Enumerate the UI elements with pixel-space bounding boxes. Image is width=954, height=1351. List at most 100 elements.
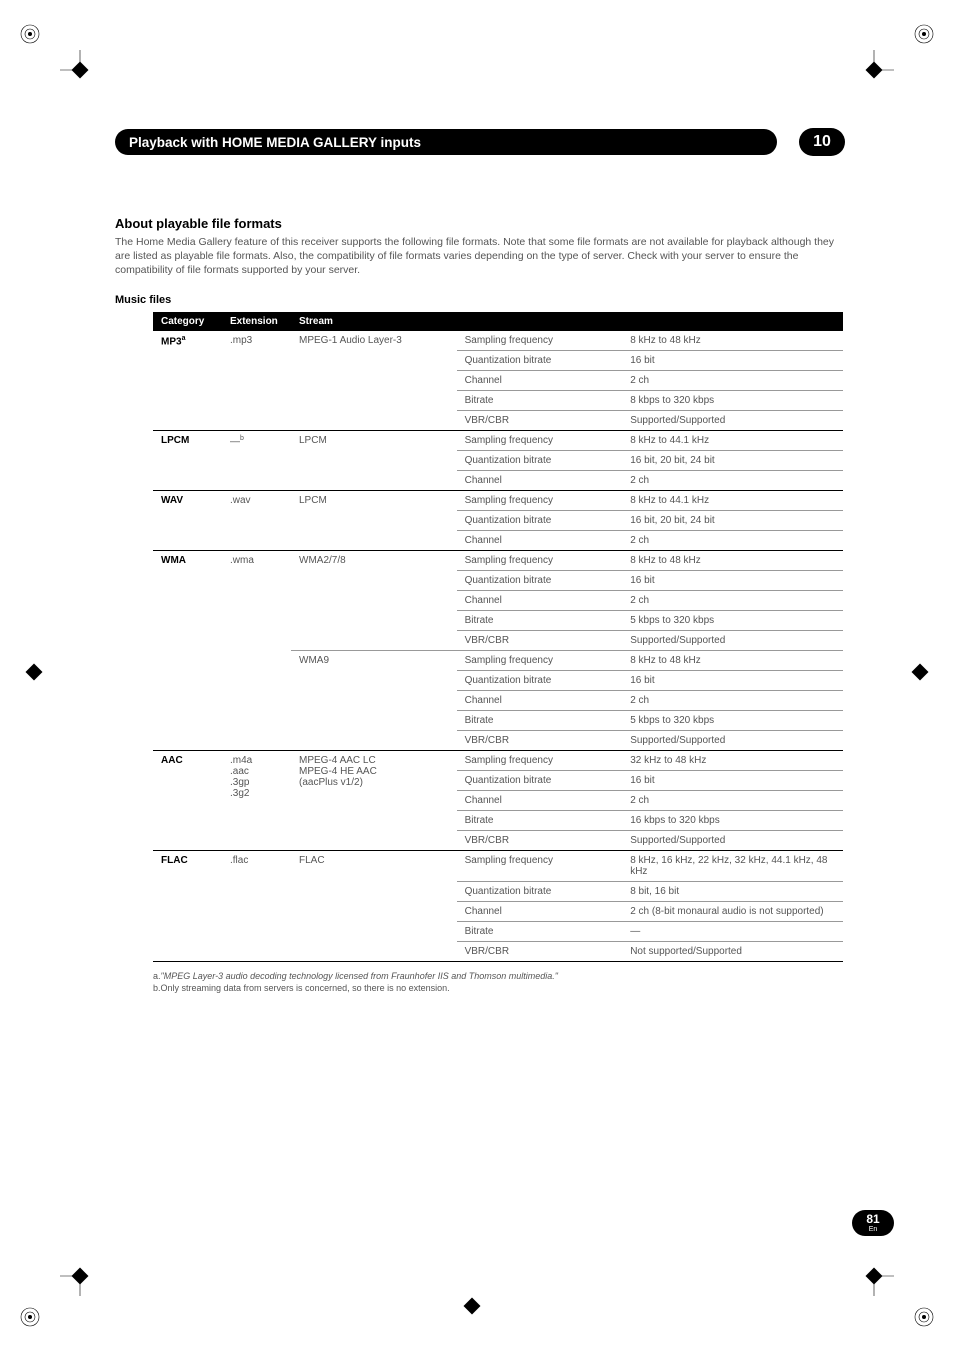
cell-param: Quantization bitrate [457,450,623,470]
chapter-header: Playback with HOME MEDIA GALLERY inputs … [115,128,845,156]
cell-stream: MPEG-1 Audio Layer-3 [291,331,457,431]
formats-table: Category Extension Stream MP3a.mp3MPEG-1… [153,312,843,962]
cell-value: 8 kHz to 48 kHz [622,650,843,670]
cell-param: Channel [457,470,623,490]
crop-mark-icon [908,660,932,689]
cell-param: Bitrate [457,390,623,410]
cell-param: Sampling frequency [457,550,623,570]
cell-value: Supported/Supported [622,630,843,650]
cell-param: Channel [457,901,623,921]
footnotes: a."MPEG Layer-3 audio decoding technolog… [153,970,845,995]
table-row: AAC.m4a.aac.3gp.3g2MPEG-4 AAC LCMPEG-4 H… [153,750,843,770]
cell-category: WMA [153,550,222,750]
cell-value: — [622,921,843,941]
cell-value: 16 bit, 20 bit, 24 bit [622,450,843,470]
cell-category: WAV [153,490,222,550]
table-row: FLAC.flacFLACSampling frequency8 kHz, 16… [153,850,843,881]
cell-extension: —b [222,430,291,490]
cell-extension: .mp3 [222,331,291,431]
cell-value: 2 ch [622,470,843,490]
cell-param: Quantization bitrate [457,881,623,901]
cell-extension: .wav [222,490,291,550]
cell-param: VBR/CBR [457,630,623,650]
table-row: LPCM—bLPCMSampling frequency8 kHz to 44.… [153,430,843,450]
cell-param: Sampling frequency [457,430,623,450]
page-number-badge: 81 En [852,1210,894,1236]
cell-param: VBR/CBR [457,410,623,430]
crop-mark-icon [60,50,100,95]
cell-stream: LPCM [291,490,457,550]
cell-value: 16 bit [622,350,843,370]
formats-table-wrap: Category Extension Stream MP3a.mp3MPEG-1… [153,312,843,962]
registration-mark-icon [20,24,40,44]
table-row: MP3a.mp3MPEG-1 Audio Layer-3Sampling fre… [153,331,843,351]
cell-category: FLAC [153,850,222,961]
cell-value: 16 bit [622,770,843,790]
cell-value: 8 bit, 16 bit [622,881,843,901]
cell-param: Sampling frequency [457,850,623,881]
cell-param: Sampling frequency [457,331,623,351]
cell-param: Quantization bitrate [457,570,623,590]
cell-extension: .m4a.aac.3gp.3g2 [222,750,291,850]
cell-stream: WMA2/7/8 [291,550,457,650]
cell-param: Quantization bitrate [457,510,623,530]
cell-value: 5 kbps to 320 kbps [622,610,843,630]
cell-category: AAC [153,750,222,850]
table-header-row: Category Extension Stream [153,312,843,331]
cell-extension: .flac [222,850,291,961]
crop-mark-icon [854,1256,894,1301]
page-lang: En [869,1226,878,1233]
content-area: Playback with HOME MEDIA GALLERY inputs … [115,128,845,995]
table-heading: Music files [115,294,845,306]
cell-stream: MPEG-4 AAC LCMPEG-4 HE AAC(aacPlus v1/2) [291,750,457,850]
cell-param: VBR/CBR [457,830,623,850]
cell-value: 8 kHz, 16 kHz, 22 kHz, 32 kHz, 44.1 kHz,… [622,850,843,881]
cell-value: 16 bit, 20 bit, 24 bit [622,510,843,530]
footnote: a."MPEG Layer-3 audio decoding technolog… [153,970,845,983]
cell-extension: .wma [222,550,291,750]
registration-mark-icon [914,24,934,44]
cell-param: Sampling frequency [457,750,623,770]
col-extension: Extension [222,312,291,331]
registration-mark-icon [914,1307,934,1327]
cell-value: 8 kbps to 320 kbps [622,390,843,410]
cell-value: 2 ch [622,370,843,390]
chapter-number-badge: 10 [799,128,845,156]
cell-value: 2 ch [622,590,843,610]
cell-param: Quantization bitrate [457,670,623,690]
cell-category: MP3a [153,331,222,431]
chapter-title-pill: Playback with HOME MEDIA GALLERY inputs [115,129,777,155]
cell-value: 8 kHz to 48 kHz [622,331,843,351]
table-row: WMA.wmaWMA2/7/8Sampling frequency8 kHz t… [153,550,843,570]
cell-value: 16 kbps to 320 kbps [622,810,843,830]
cell-value: Supported/Supported [622,830,843,850]
cell-param: Bitrate [457,921,623,941]
cell-value: 8 kHz to 48 kHz [622,550,843,570]
table-body: MP3a.mp3MPEG-1 Audio Layer-3Sampling fre… [153,331,843,962]
cell-param: VBR/CBR [457,941,623,961]
cell-param: Quantization bitrate [457,350,623,370]
page-number: 81 [866,1213,879,1225]
chapter-number: 10 [813,133,831,151]
cell-stream: LPCM [291,430,457,490]
cell-param: Bitrate [457,710,623,730]
cell-value: 2 ch [622,690,843,710]
section-body: The Home Media Gallery feature of this r… [115,235,845,278]
page: Playback with HOME MEDIA GALLERY inputs … [0,0,954,1351]
cell-param: Channel [457,370,623,390]
cell-value: Supported/Supported [622,410,843,430]
cell-param: VBR/CBR [457,730,623,750]
cell-param: Bitrate [457,810,623,830]
registration-mark-icon [20,1307,40,1327]
cell-category: LPCM [153,430,222,490]
cell-param: Channel [457,690,623,710]
cell-value: 2 ch (8-bit monaural audio is not suppor… [622,901,843,921]
cell-value: 8 kHz to 44.1 kHz [622,430,843,450]
cell-value: 8 kHz to 44.1 kHz [622,490,843,510]
cell-value: Supported/Supported [622,730,843,750]
crop-mark-icon [22,660,46,689]
crop-mark-icon [460,1294,484,1323]
table-row: WAV.wavLPCMSampling frequency8 kHz to 44… [153,490,843,510]
col-category: Category [153,312,222,331]
cell-value: 2 ch [622,530,843,550]
